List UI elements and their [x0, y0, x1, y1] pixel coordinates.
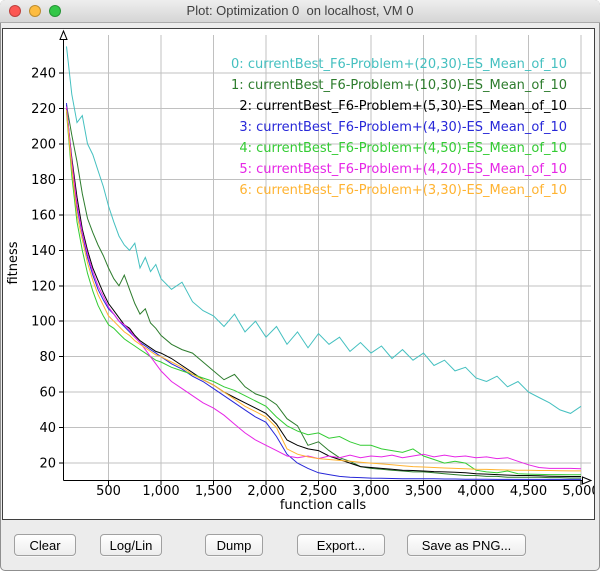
y-tick-label: 40 — [39, 421, 56, 436]
y-tick-label: 20 — [39, 457, 56, 472]
x-tick-label: 4,000 — [457, 484, 494, 499]
legend-entry: 0: currentBest_F6-Problem+(20,30)-ES_Mea… — [231, 54, 567, 75]
legend-entry: 3: currentBest_F6-Problem+(4,30)-ES_Mean… — [231, 117, 567, 138]
legend-entry: 4: currentBest_F6-Problem+(4,50)-ES_Mean… — [231, 138, 567, 159]
chart-legend: 0: currentBest_F6-Problem+(20,30)-ES_Mea… — [231, 54, 567, 201]
close-button[interactable] — [9, 5, 21, 17]
y-axis-arrow — [60, 31, 67, 40]
x-axis-arrow — [583, 477, 592, 484]
x-tick-label: 1,000 — [142, 484, 179, 499]
y-tick-label: 120 — [31, 279, 56, 294]
traffic-lights — [9, 5, 61, 17]
log-lin-button[interactable]: Log/Lin — [100, 534, 162, 556]
x-tick-label: 500 — [96, 484, 121, 499]
window-title: Plot: Optimization 0 on localhost, VM 0 — [0, 0, 600, 22]
export-button[interactable]: Export... — [297, 534, 385, 556]
save-as-png-button[interactable]: Save as PNG... — [407, 534, 526, 556]
x-axis-title: function calls — [280, 498, 367, 513]
legend-entry: 5: currentBest_F6-Problem+(4,20)-ES_Mean… — [231, 159, 567, 180]
x-tick-label: 2,500 — [300, 484, 337, 499]
plot-panel: 500 1,000 1,500 2,000 2,500 3,000 3,500 4,000 4,… — [2, 28, 595, 520]
x-tick-label: 3,500 — [405, 484, 442, 499]
x-tick-label: 5,000 — [562, 484, 594, 499]
y-tick-label: 220 — [31, 102, 56, 117]
clear-button[interactable]: Clear — [14, 534, 76, 556]
x-tick-label: 4,500 — [510, 484, 547, 499]
x-tick-label: 3,000 — [352, 484, 389, 499]
minimize-button[interactable] — [29, 5, 41, 17]
plot-window: Plot: Optimization 0 on localhost, VM 0 … — [0, 0, 600, 571]
y-tick-label: 240 — [31, 67, 56, 82]
y-tick-label: 60 — [39, 386, 56, 401]
x-tick-label: 1,500 — [195, 484, 232, 499]
dump-button[interactable]: Dump — [205, 534, 263, 556]
y-tick-label: 140 — [31, 244, 56, 259]
y-tick-label: 180 — [31, 173, 56, 188]
legend-entry: 1: currentBest_F6-Problem+(10,30)-ES_Mea… — [231, 75, 567, 96]
zoom-button[interactable] — [49, 5, 61, 17]
y-tick-label: 80 — [39, 350, 56, 365]
button-bar: Clear Log/Lin Dump Export... Save as PNG... — [0, 520, 600, 571]
legend-entry: 2: currentBest_F6-Problem+(5,30)-ES_Mean… — [231, 96, 567, 117]
y-axis-title: fitness — [6, 241, 21, 284]
legend-entry: 6: currentBest_F6-Problem+(3,30)-ES_Mean… — [231, 180, 567, 201]
y-tick-label: 100 — [31, 315, 56, 330]
window-titlebar: Plot: Optimization 0 on localhost, VM 0 — [0, 0, 600, 23]
x-tick-label: 2,000 — [247, 484, 284, 499]
y-tick-label: 160 — [31, 208, 56, 223]
y-tick-label: 200 — [31, 137, 56, 152]
